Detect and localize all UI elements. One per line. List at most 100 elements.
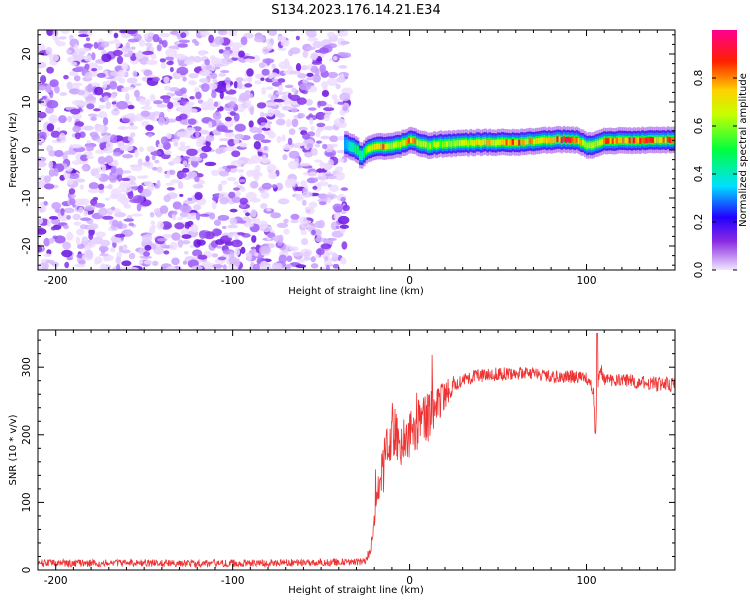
noise-speckle-dot [147,77,153,81]
noise-speckle-dot [224,119,234,128]
noise-speckle-dot [320,113,325,120]
signal-track-cell [433,141,436,148]
signal-track-cell [611,138,615,145]
noise-speckle-dot [102,80,108,89]
noise-speckle-dot [48,114,59,124]
noise-speckle-dot [78,198,90,206]
noise-speckle-dot [151,154,156,161]
noise-speckle-dot [112,152,122,157]
noise-speckle-dot [58,213,68,222]
noise-speckle-dot [331,253,339,260]
noise-speckle-dot [218,138,229,142]
noise-speckle-dot [306,77,315,81]
noise-speckle-dot [225,165,238,169]
noise-speckle-dot [177,105,190,113]
noise-speckle-dot [165,48,178,57]
noise-speckle-dot [235,159,245,164]
noise-speckle-dot [52,235,58,240]
signal-track-cell [528,138,532,144]
noise-speckle-dot [178,113,188,120]
noise-speckle-dot [152,33,160,43]
noise-speckle-dot [199,129,210,135]
signal-track-cell [628,137,632,144]
noise-speckle-dot [189,244,195,249]
noise-speckle-dot [306,72,314,77]
signal-track-cell [562,136,566,142]
noise-speckle-dot [335,166,344,172]
signal-track-cell [671,137,674,143]
noise-speckle-dot [184,251,189,255]
noise-speckle-dot [162,233,173,239]
noise-speckle-dot [228,101,236,108]
noise-speckle-dot [107,184,113,190]
noise-speckle-dot [286,255,293,262]
noise-speckle-dot [152,111,161,116]
signal-track-cell [649,136,653,143]
noise-speckle-dot [78,47,91,52]
noise-speckle-dot [186,145,191,149]
noise-speckle-dot [326,175,337,180]
noise-speckle-dot [313,177,319,183]
signal-track-cell [594,141,598,147]
noise-speckle-dot [123,86,135,90]
noise-speckle-dot [76,89,86,96]
noise-speckle-dot [78,260,86,265]
noise-speckle-dot [110,206,116,211]
noise-speckle-dot [126,229,132,236]
signal-track-cell [635,137,638,144]
noise-speckle-dot [244,58,252,63]
noise-speckle-dot [260,203,268,209]
noise-speckle-dot [154,184,159,189]
snr-series [38,332,675,569]
signal-track-cell [484,138,487,145]
signal-track-cell [571,136,574,143]
noise-speckle-dot [86,155,94,160]
noise-speckle-dot [240,36,248,46]
noise-speckle-dot [288,128,296,136]
signal-track-cell [450,141,453,147]
noise-speckle-dot [301,191,313,198]
noise-speckle-dot [87,93,94,100]
noise-speckle-dot [299,83,312,91]
noise-speckle-dot [278,234,284,244]
noise-speckle-dot [171,97,182,101]
signal-track-cell [513,139,517,146]
noise-speckle-dot [337,158,345,163]
signal-track-cell [520,138,523,145]
noise-speckle-dot [287,92,292,99]
noise-speckle-dot [104,155,114,164]
noise-speckle-dot [150,53,157,60]
noise-speckle-dot [222,50,231,59]
noise-speckle-dot [153,100,163,105]
noise-speckle-dot [233,138,240,145]
signal-track-cell [424,141,428,148]
noise-speckle-dot [203,231,215,240]
noise-speckle-dot [75,66,86,72]
noise-speckle-dot [225,82,231,92]
signal-track-cell [365,147,368,154]
noise-speckle-dot [298,126,308,131]
noise-speckle-dot [317,219,325,229]
signal-track-cell [388,143,392,149]
noise-speckle-dot [217,214,230,221]
noise-speckle-dot [54,149,64,158]
snr-panel: -200 -100 0 100 0 100 200 300 Height of straigh… [8,329,676,596]
noise-speckle-dot [94,203,106,208]
noise-speckle-dot [282,106,288,110]
noise-speckle-dot [218,30,225,34]
noise-speckle-dot [342,204,350,212]
noise-speckle-dot [261,264,272,270]
noise-speckle-dot [165,182,175,186]
noise-speckle-dot [121,170,132,174]
signal-track-cell [496,139,500,145]
signal-track-cell [454,140,458,147]
noise-speckle-dot [184,127,196,134]
noise-speckle-dot [225,46,231,51]
noise-speckle-dot [86,140,92,144]
noise-speckle-dot [212,196,219,201]
signal-track-cell [622,137,625,144]
noise-speckle-dot [258,62,266,69]
noise-speckle-dot [38,228,47,235]
noise-speckle-dot [199,69,211,77]
noise-speckle-dot [96,138,105,144]
